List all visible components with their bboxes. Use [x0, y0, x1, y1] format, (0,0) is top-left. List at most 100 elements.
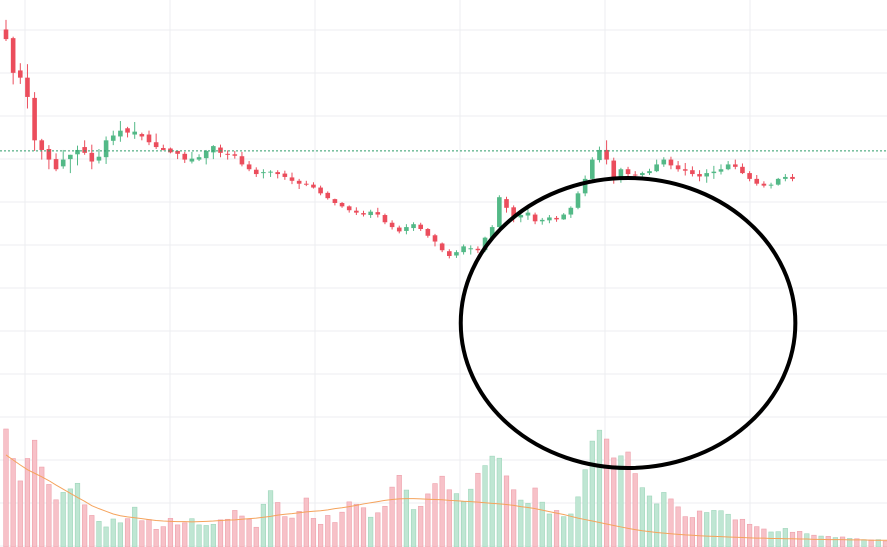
candle-up: [268, 170, 273, 177]
volume-bar: [482, 465, 488, 547]
candle-down: [46, 145, 52, 170]
volume-bar: [453, 493, 460, 547]
candle-up: [704, 169, 709, 183]
candle-body: [39, 140, 45, 150]
candle-down: [275, 170, 280, 179]
volume-bar: [568, 513, 574, 547]
volume-bar: [754, 526, 760, 547]
candle-down: [32, 92, 37, 151]
candle-body: [103, 140, 109, 158]
volume-bar: [217, 519, 224, 547]
candle-down: [332, 198, 338, 206]
volume-bar: [132, 506, 138, 547]
candle-body: [575, 193, 581, 208]
candle-up: [654, 159, 659, 173]
volume-bar: [103, 526, 109, 547]
volume-bar: [210, 523, 216, 547]
volume-bar: [124, 518, 131, 547]
candle-body: [447, 251, 452, 256]
volume-bar: [203, 525, 209, 547]
candle-body: [425, 229, 431, 236]
candle-down: [18, 63, 23, 84]
volume-bar: [275, 502, 281, 547]
candle-up: [461, 244, 466, 255]
candle-body: [590, 159, 595, 179]
volume-bar: [689, 517, 695, 547]
volume-bar: [811, 534, 817, 547]
candle-up: [561, 213, 566, 220]
volume-moving-average: [5, 454, 887, 541]
candle-body: [539, 219, 545, 222]
volume-bar: [539, 501, 545, 547]
volume-bar: [232, 510, 238, 547]
volume-bar: [532, 487, 538, 547]
candle-body: [682, 169, 688, 171]
candle-body: [461, 246, 466, 253]
volume-bar: [339, 511, 345, 547]
candle-body: [53, 159, 59, 170]
volume-bar: [489, 455, 495, 547]
candle-body: [275, 172, 280, 175]
candle-body: [604, 149, 609, 160]
candle-body: [632, 174, 638, 176]
volume-bar: [468, 488, 474, 547]
volume-bar: [575, 496, 581, 547]
candle-up: [725, 161, 731, 171]
volume-bar: [353, 503, 359, 547]
candle-body: [332, 199, 338, 203]
candle-body: [554, 217, 559, 220]
candle-up: [404, 224, 409, 235]
candle-body: [404, 227, 409, 231]
candle-up: [590, 157, 595, 181]
candle-body: [96, 156, 102, 161]
candle-down: [318, 185, 323, 196]
volume-bar: [632, 473, 638, 547]
volume-bar: [375, 512, 381, 547]
volume-bar: [618, 455, 624, 547]
volume-bar: [160, 526, 166, 547]
candle-down: [604, 140, 609, 165]
candle-down: [439, 242, 445, 253]
candle-down: [325, 191, 331, 200]
volume-bar: [746, 523, 753, 547]
candle-body: [289, 177, 295, 181]
candle-body: [361, 213, 366, 215]
candle-down: [361, 210, 366, 217]
candle-body: [740, 166, 745, 174]
volume-bars: [3, 428, 887, 547]
candle-body: [304, 183, 309, 185]
candle-down: [396, 225, 402, 234]
candle-down: [175, 150, 180, 160]
candle-down: [432, 233, 438, 247]
candle-body: [68, 154, 73, 160]
volume-bar: [175, 524, 181, 547]
volume-bar: [17, 480, 23, 547]
candle-down: [418, 222, 423, 231]
volume-bar: [818, 535, 824, 547]
candle-down: [425, 228, 431, 238]
volume-bar: [503, 475, 510, 547]
candle-down: [82, 140, 87, 155]
volume-bar: [3, 428, 9, 547]
candle-body: [454, 252, 459, 256]
volume-bar: [668, 498, 674, 547]
volume-bar: [225, 518, 231, 547]
candle-body: [175, 150, 180, 154]
volume-bar: [768, 531, 774, 547]
candle-body: [697, 174, 702, 177]
candle-body: [532, 214, 538, 222]
candle-up: [568, 206, 574, 218]
candle-body: [497, 197, 502, 228]
candle-body: [640, 173, 645, 176]
volume-bar: [704, 512, 710, 547]
candle-body: [482, 237, 488, 251]
candle-body: [10, 38, 16, 73]
candle-body: [296, 180, 302, 184]
volume-bar: [553, 510, 560, 547]
volume-bar: [739, 518, 746, 547]
volume-bar: [625, 451, 631, 547]
candle-body: [489, 227, 495, 239]
candle-down: [382, 213, 388, 225]
candle-body: [775, 178, 781, 185]
candle-body: [211, 146, 216, 153]
